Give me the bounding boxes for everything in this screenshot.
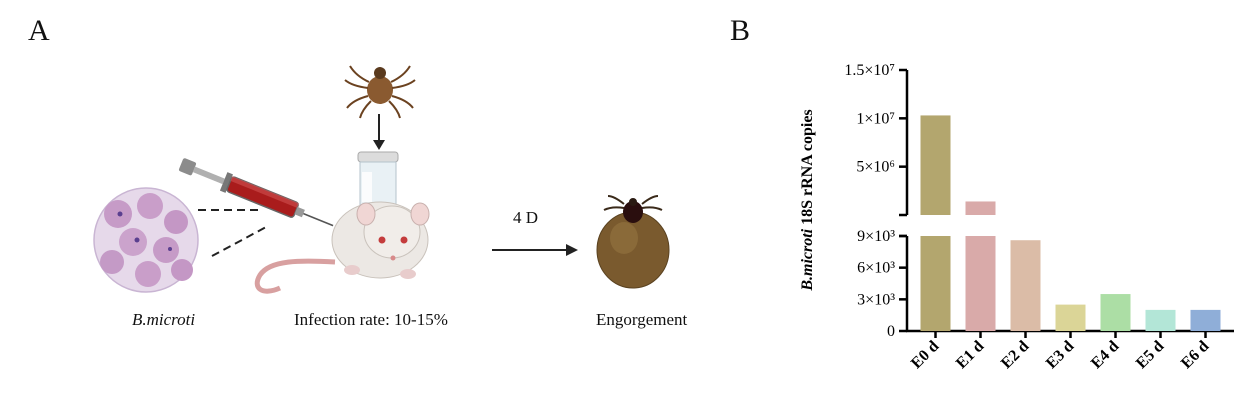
x-tick-label: E2 d [998, 338, 1032, 372]
duration-caption: 4 D [513, 208, 539, 227]
panel-a-label: A [28, 14, 50, 47]
blood-smear-icon [93, 187, 199, 293]
x-tick-label: E6 d [1178, 338, 1212, 372]
bar-e2-d [1010, 240, 1041, 331]
y-tick-label: 9×10³ [857, 228, 895, 245]
y-axis-label-rest: 18S rRNA copies [799, 109, 816, 229]
y-tick-label: 0 [887, 323, 895, 340]
x-tick-label: E4 d [1088, 338, 1122, 372]
engorgement-caption: Engorgement [596, 310, 688, 329]
y-tick-label: 6×10³ [857, 260, 895, 277]
engorged-tick-icon [596, 195, 670, 289]
mouse-icon [254, 201, 430, 294]
y-tick-label: 3×10³ [857, 291, 895, 308]
feeding-capsule-icon [357, 151, 399, 207]
tick-icon [344, 65, 416, 119]
y-tick-label: 1.5×10⁷ [844, 62, 895, 79]
x-tick-label: E3 d [1043, 338, 1077, 372]
syringe-icon [179, 158, 334, 227]
bar-e5-d [1145, 309, 1176, 331]
bars [920, 115, 1221, 331]
x-tick-labels: E0 d E1 d E2 d E3 d E4 d E5 d E6 d [908, 338, 1212, 372]
bar-e1-d-upper [965, 201, 996, 215]
x-tick-label: E0 d [908, 338, 942, 372]
dashed-connector-line [211, 225, 269, 257]
y-tick-label: 5×10⁶ [856, 159, 895, 176]
upper-y-axis: 5×10⁶ 1×10⁷ 1.5×10⁷ [844, 62, 909, 217]
bar-e6-d [1190, 309, 1221, 331]
y-tick-label: 1×10⁷ [856, 110, 895, 127]
bar-e0-d-upper [920, 115, 951, 215]
lower-y-axis: 0 3×10³ 6×10³ 9×10³ [857, 228, 909, 340]
x-tick-label: E5 d [1133, 338, 1167, 372]
pathogen-caption: B.microti [132, 310, 196, 329]
x-axis [906, 329, 1234, 338]
bar-e3-d [1055, 304, 1086, 331]
bar-e1-d-lower [965, 236, 996, 331]
bar-e0-d-lower [920, 236, 951, 331]
bar-e4-d [1100, 294, 1131, 331]
x-tick-label: E1 d [953, 338, 987, 372]
infection-rate-caption: Infection rate: 10-15% [294, 310, 448, 329]
y-axis-label-italic: B.microti [799, 228, 816, 291]
panel-b-label: B [730, 14, 751, 47]
y-axis-label: B.microti 18S rRNA copies [799, 109, 816, 291]
